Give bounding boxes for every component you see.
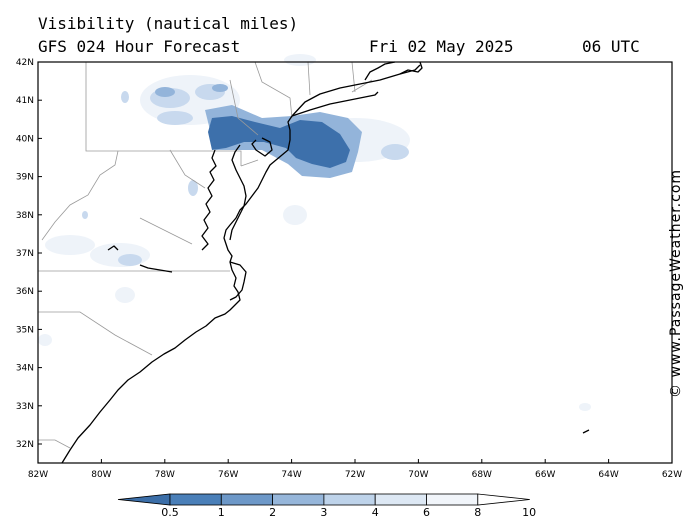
colorbar-label: 1 bbox=[218, 506, 225, 519]
coastline bbox=[61, 61, 590, 464]
lat-label: 34N bbox=[16, 364, 34, 374]
coast-delaware-bay bbox=[251, 137, 273, 157]
lat-label: 41N bbox=[16, 96, 34, 106]
model-label: GFS 024 Hour Forecast bbox=[38, 37, 241, 56]
coast-cape-cod bbox=[399, 61, 423, 75]
colorbar-label: 4 bbox=[372, 506, 379, 519]
vis-patch bbox=[284, 54, 316, 66]
vis-patch bbox=[38, 334, 52, 346]
border-line bbox=[307, 61, 311, 96]
vis-patch bbox=[381, 144, 409, 160]
lat-label: 36N bbox=[16, 287, 34, 297]
coast-new-england bbox=[364, 61, 396, 81]
border-line bbox=[38, 311, 153, 356]
coast-chesapeake-west bbox=[201, 149, 217, 251]
lat-label: 40N bbox=[16, 134, 34, 144]
colorbar-label: 2 bbox=[269, 506, 276, 519]
lat-label: 42N bbox=[16, 58, 34, 68]
lon-label: 80W bbox=[91, 470, 111, 480]
border-line bbox=[351, 61, 356, 93]
vis-patch bbox=[283, 205, 307, 225]
latitude-axis: 42N 41N 40N 39N 38N 37N 36N 35N 34N 33N 32N bbox=[16, 58, 42, 450]
map-title: Visibility (nautical miles) bbox=[38, 14, 299, 33]
coast-chesapeake-east bbox=[229, 144, 247, 241]
lon-label: 66W bbox=[535, 470, 555, 480]
colorbar-swatch bbox=[272, 493, 325, 506]
vis-patch bbox=[115, 287, 135, 303]
colorbar-label: 3 bbox=[320, 506, 327, 519]
lon-label: 70W bbox=[408, 470, 428, 480]
vis-patch bbox=[579, 403, 591, 411]
vis-patch bbox=[90, 243, 150, 267]
coast-outer-banks bbox=[229, 261, 247, 301]
lat-label: 37N bbox=[16, 249, 34, 259]
lon-label: 64W bbox=[598, 470, 618, 480]
coast-long-island-north bbox=[291, 64, 421, 117]
lat-label: 32N bbox=[16, 440, 34, 450]
colorbar-high-arrow bbox=[477, 493, 530, 506]
vis-core bbox=[208, 116, 350, 168]
border-line bbox=[38, 439, 71, 449]
border-line bbox=[85, 62, 242, 166]
colorbar-swatch bbox=[323, 493, 376, 506]
colorbar-label: 0.5 bbox=[161, 506, 179, 519]
lat-label: 39N bbox=[16, 173, 34, 183]
border-line bbox=[229, 79, 259, 136]
colorbar-swatch bbox=[220, 493, 274, 506]
vis-patch bbox=[118, 254, 142, 266]
border-line bbox=[254, 61, 293, 119]
lon-label: 68W bbox=[472, 470, 492, 480]
colorbar-swatch bbox=[426, 493, 479, 506]
coast-lake bbox=[107, 245, 119, 251]
border-line bbox=[169, 149, 206, 189]
border-line bbox=[240, 159, 259, 167]
lon-label: 72W bbox=[345, 470, 365, 480]
border-line bbox=[41, 150, 119, 241]
lat-label: 38N bbox=[16, 211, 34, 221]
forecast-date: Fri 02 May 2025 bbox=[369, 37, 514, 56]
coast-albemarle bbox=[139, 264, 173, 273]
state-borders bbox=[38, 61, 373, 449]
coast-main bbox=[61, 115, 293, 464]
coast-long-island-south bbox=[291, 91, 379, 117]
vis-patch bbox=[82, 211, 88, 219]
lon-label: 74W bbox=[281, 470, 301, 480]
vis-patch bbox=[45, 235, 95, 255]
colorbar-label: 10 bbox=[522, 506, 536, 519]
colorbar-swatch bbox=[374, 493, 427, 506]
vis-patch bbox=[157, 111, 193, 125]
vis-patch bbox=[121, 91, 129, 103]
vis-patch bbox=[188, 180, 198, 196]
colorbar-low-arrow bbox=[117, 493, 171, 506]
colorbar-label: 8 bbox=[474, 506, 481, 519]
bermuda bbox=[582, 429, 590, 434]
lon-label: 78W bbox=[155, 470, 175, 480]
colorbar: 0.5 1 2 3 4 6 8 10 bbox=[117, 493, 536, 519]
longitude-axis: 82W 80W 78W 76W 74W 72W 70W 68W 66W 64W 62W bbox=[28, 459, 682, 480]
border-line bbox=[139, 217, 193, 245]
lon-label: 62W bbox=[662, 470, 682, 480]
lon-label: 82W bbox=[28, 470, 48, 480]
vis-patch bbox=[155, 87, 175, 97]
lon-label: 76W bbox=[218, 470, 238, 480]
colorbar-label: 6 bbox=[423, 506, 430, 519]
lat-label: 33N bbox=[16, 402, 34, 412]
vis-patch bbox=[212, 84, 228, 92]
forecast-time: 06 UTC bbox=[582, 37, 640, 56]
lat-label: 35N bbox=[16, 325, 34, 335]
colorbar-swatch bbox=[169, 493, 222, 506]
credit-text: © www.PassageWeather.com bbox=[668, 168, 684, 398]
